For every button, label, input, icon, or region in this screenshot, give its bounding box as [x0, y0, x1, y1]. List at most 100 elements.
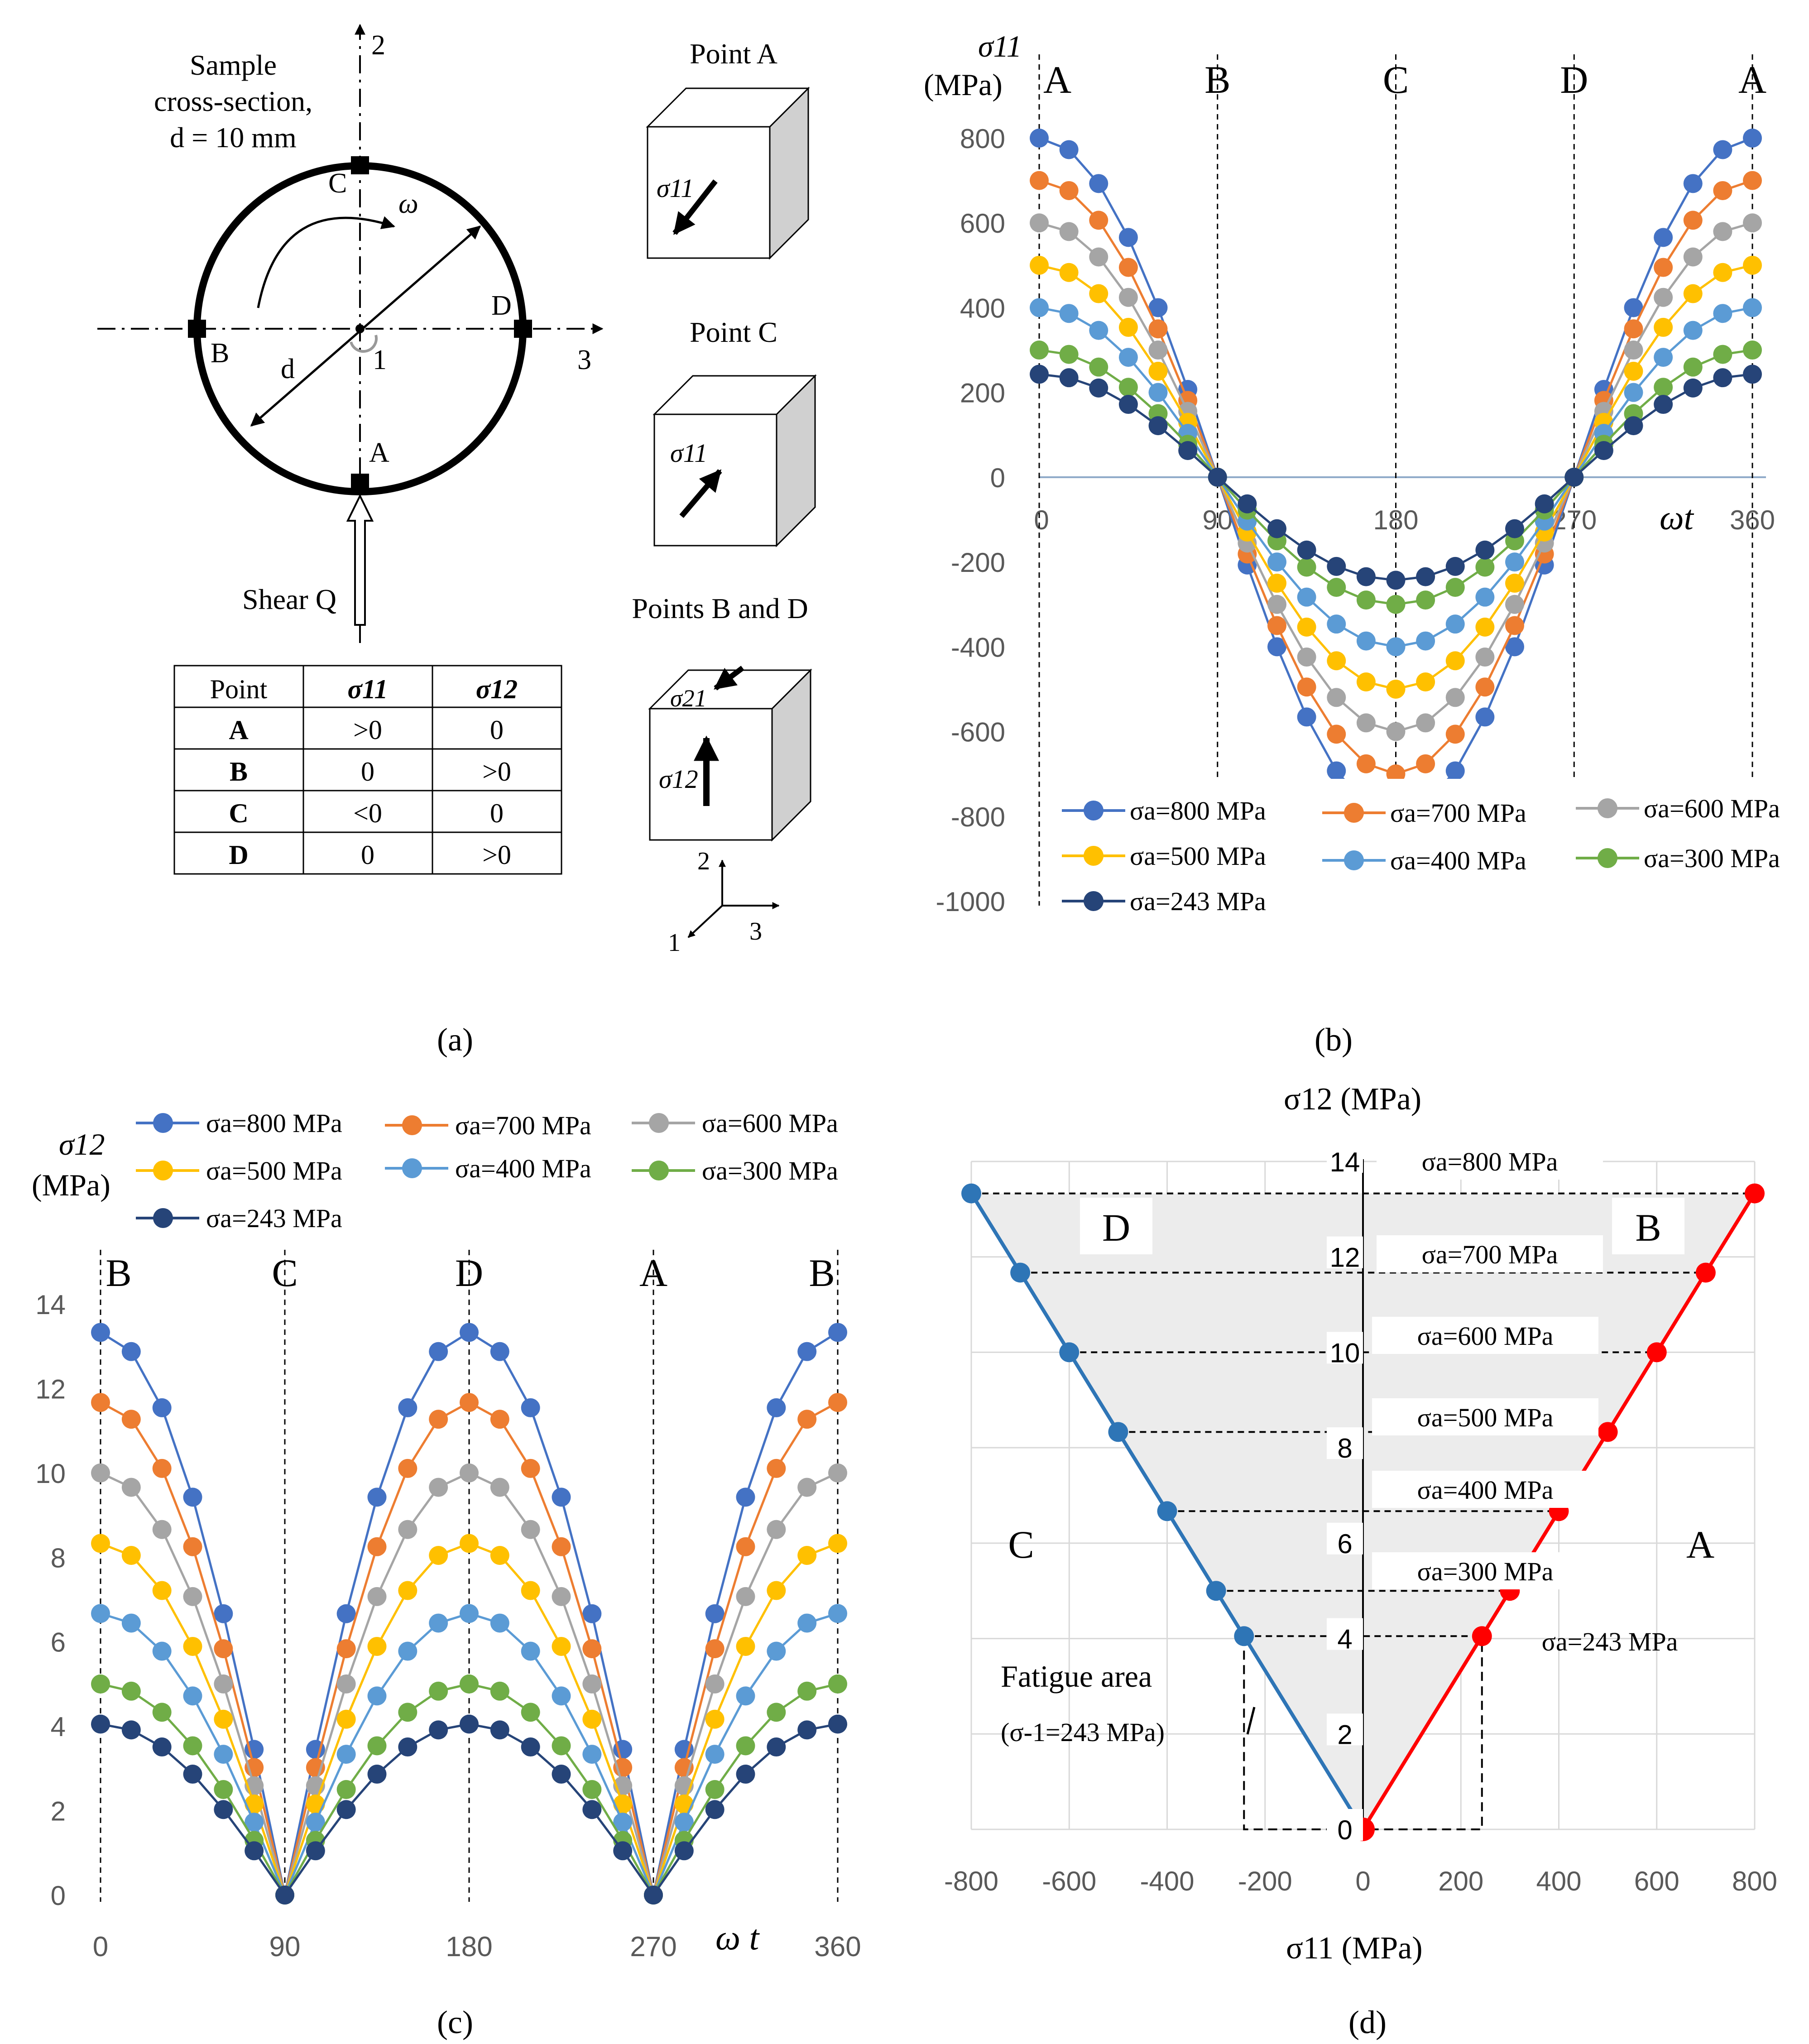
- series-b-point: [1445, 614, 1465, 634]
- series-c-point: [245, 1841, 264, 1861]
- xtick-d: -600: [1042, 1866, 1096, 1896]
- series-b-point: [1743, 213, 1762, 233]
- series-c-point: [797, 1613, 817, 1633]
- series-b-point: [1445, 761, 1465, 781]
- series-c-point: [460, 1463, 479, 1483]
- series-c-point: [552, 1765, 571, 1784]
- shear-label: Shear Q: [242, 583, 336, 615]
- series-b-point: [1743, 255, 1762, 275]
- axis-2-label: 2: [371, 30, 385, 61]
- series-b-point: [1148, 416, 1168, 436]
- d-label: d: [281, 354, 295, 384]
- ytick-c: 0: [51, 1881, 66, 1911]
- series-c-point: [797, 1545, 817, 1565]
- series-b-point: [1654, 395, 1673, 414]
- series-b-point: [1089, 321, 1108, 340]
- series-c-point: [367, 1765, 387, 1784]
- series-c-point: [275, 1886, 294, 1905]
- panel-label-c: (c): [437, 2004, 473, 2040]
- series-c-point: [582, 1709, 602, 1729]
- series-c-point: [552, 1636, 571, 1656]
- series-b-point: [1416, 713, 1435, 733]
- series-c-point: [367, 1736, 387, 1756]
- cube-bd-stress12: σ12: [659, 764, 698, 794]
- series-b-point: [1089, 378, 1108, 398]
- xtick-d: 800: [1732, 1866, 1777, 1896]
- series-c-point: [828, 1604, 847, 1623]
- series-b-point: [1356, 754, 1376, 773]
- series-c-point: [552, 1587, 571, 1606]
- series-c-point: [582, 1674, 602, 1694]
- triad-1: [687, 905, 723, 938]
- legend-b-label: σa=700 MPa: [1390, 798, 1526, 828]
- legend-b-marker: [1598, 848, 1617, 868]
- series-c-point: [429, 1720, 448, 1740]
- series-b-point: [1416, 754, 1435, 773]
- series-b-point: [1356, 631, 1376, 651]
- series-b-point: [1118, 258, 1138, 277]
- series-b-point: [1030, 171, 1049, 190]
- series-b-point: [1059, 140, 1079, 159]
- level-label-d-bg: [1372, 1471, 1598, 1508]
- series-b-point: [1267, 552, 1286, 572]
- table-cell: 0: [490, 798, 504, 828]
- ytick-c: 8: [51, 1543, 66, 1573]
- series-c-point: [429, 1681, 448, 1701]
- red-point-d: [1745, 1183, 1765, 1204]
- series-b-point: [1327, 557, 1346, 576]
- sample-caption-3: d = 10 mm: [170, 121, 297, 154]
- series-c-point: [306, 1813, 325, 1832]
- series-c-point: [91, 1463, 110, 1483]
- sample-caption-1: Sample: [190, 49, 277, 81]
- series-c-point: [367, 1537, 387, 1556]
- series-c-point: [490, 1681, 509, 1701]
- point-d-label: D: [491, 290, 512, 321]
- series-c-point: [767, 1520, 786, 1539]
- series-c-point: [183, 1587, 202, 1606]
- series-b-point: [1743, 171, 1762, 190]
- cube-title-bd: Points B and D: [632, 592, 808, 624]
- series-c-point: [674, 1813, 694, 1832]
- level-label-d: σa=400 MPa: [1417, 1475, 1554, 1505]
- series-b-point: [1118, 317, 1138, 337]
- series-b-point: [1624, 383, 1643, 402]
- rotation-arrow: [257, 216, 395, 308]
- cube-bd: [648, 666, 812, 842]
- series-c-point: [490, 1410, 509, 1429]
- table-cell: >0: [482, 840, 511, 870]
- series-b-point: [1683, 321, 1703, 340]
- marker-label-b: A: [1043, 58, 1071, 101]
- table-cell: D: [229, 840, 248, 870]
- table-cell: C: [229, 798, 248, 828]
- series-c-point: [736, 1587, 755, 1606]
- series-b-point: [1327, 651, 1346, 671]
- marker-label-c: B: [809, 1251, 835, 1295]
- series-c-point: [674, 1841, 694, 1861]
- series-b-point: [1475, 587, 1495, 607]
- series-c-point: [490, 1613, 509, 1633]
- level-label-d-bg: [1372, 1398, 1598, 1435]
- series-b-point: [1148, 383, 1168, 402]
- series-b-point: [1327, 688, 1346, 707]
- xtick-d: 400: [1536, 1866, 1581, 1896]
- series-b-point: [1267, 637, 1286, 657]
- series-c-point: [736, 1736, 755, 1756]
- marker-label-c: C: [272, 1251, 298, 1295]
- series-b-point: [1535, 494, 1554, 513]
- series-b-point: [1743, 298, 1762, 317]
- table-cell: B: [230, 757, 248, 787]
- xtick-c: 360: [814, 1931, 861, 1962]
- series-c-point: [336, 1604, 356, 1623]
- legend-c-marker: [402, 1158, 422, 1178]
- series-b-point: [1059, 304, 1079, 323]
- panel-label-b: (b): [1315, 1022, 1353, 1058]
- region-label-d: A: [1686, 1523, 1714, 1566]
- series-b-point: [1624, 416, 1643, 436]
- series-c-point: [705, 1780, 725, 1799]
- series-c-point: [736, 1537, 755, 1556]
- series-c-point: [91, 1393, 110, 1412]
- legend-b-bg: [1055, 779, 1798, 928]
- series-c-point: [521, 1737, 540, 1757]
- series-b-point: [1624, 361, 1643, 381]
- series-b-point: [1030, 255, 1049, 275]
